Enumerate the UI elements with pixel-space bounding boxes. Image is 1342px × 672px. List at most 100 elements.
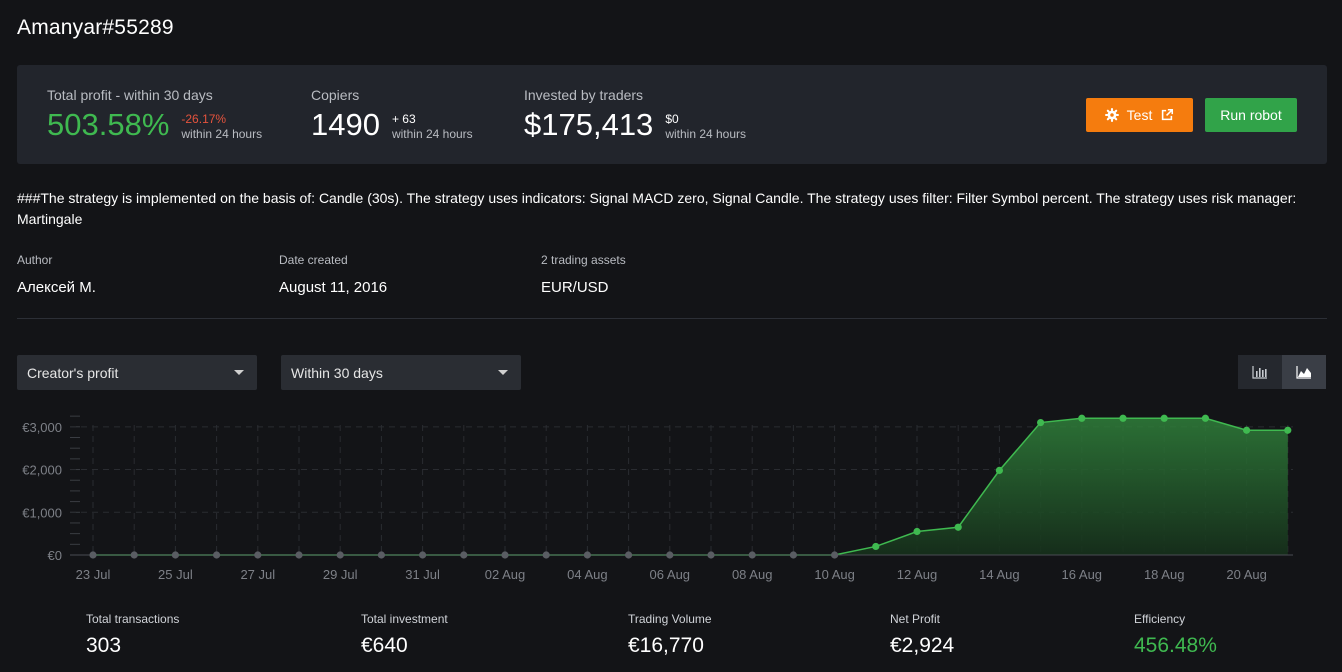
x-tick-label: 23 Jul — [76, 567, 111, 582]
stat-label: Total profit - within 30 days — [47, 87, 213, 103]
stats-panel: Total profit - within 30 days 503.58% -2… — [17, 65, 1327, 164]
stat-delta: + 63 — [391, 112, 416, 126]
data-point — [336, 551, 344, 559]
data-point — [1243, 426, 1251, 434]
stat-total-profit: Total profit - within 30 days 503.58% -2… — [47, 87, 262, 144]
stat-delta: -26.17% — [181, 112, 227, 126]
x-tick-label: 06 Aug — [650, 567, 691, 582]
stat-delta-period: within 24 hours — [181, 127, 263, 141]
x-tick-label: 29 Jul — [323, 567, 358, 582]
data-point — [542, 551, 550, 559]
robot-title: Amanyar#55289 — [17, 16, 174, 39]
meta-author: Author Алексей М. — [17, 253, 96, 296]
kpi-value: €2,924 — [890, 634, 955, 657]
meta-label: 2 trading assets — [541, 253, 626, 267]
kpi-label: Efficiency — [1134, 612, 1186, 626]
metric-select[interactable]: Creator's profit — [17, 355, 257, 390]
x-tick-label: 10 Aug — [814, 567, 855, 582]
chevron-down-icon — [234, 370, 244, 375]
kpi-net-profit: Net Profit €2,924 — [890, 612, 954, 658]
meta-trading-assets: 2 trading assets EUR/USD — [541, 253, 626, 296]
x-tick-label: 08 Aug — [732, 567, 773, 582]
stat-copiers: Copiers 1490 + 63 within 24 hours — [311, 87, 473, 144]
meta-value: August 11, 2016 — [279, 279, 388, 296]
metric-select-value: Creator's profit — [27, 364, 119, 381]
x-tick-label: 27 Jul — [240, 567, 275, 582]
data-point — [831, 551, 839, 559]
stat-label: Copiers — [311, 87, 360, 103]
data-point — [213, 551, 221, 559]
test-button-label: Test — [1126, 107, 1153, 123]
area-chart-view-button[interactable] — [1282, 355, 1326, 389]
kpi-value: 303 — [86, 634, 122, 657]
data-point — [1078, 414, 1086, 422]
y-tick-label: €3,000 — [22, 420, 62, 435]
data-point — [501, 551, 509, 559]
data-point — [666, 551, 674, 559]
meta-value: Алексей М. — [17, 279, 96, 296]
data-point — [789, 551, 798, 559]
data-point — [254, 551, 262, 559]
data-point — [913, 527, 921, 536]
period-select[interactable]: Within 30 days — [281, 355, 521, 390]
divider — [17, 318, 1327, 319]
x-tick-label: 12 Aug — [897, 567, 938, 582]
x-tick-label: 25 Jul — [158, 567, 193, 582]
stat-delta-period: within 24 hours — [391, 127, 473, 141]
stat-value: 1490 — [311, 107, 380, 142]
strategy-description: ###The strategy is implemented on the ba… — [17, 190, 1297, 227]
gear-icon — [1104, 108, 1119, 122]
stat-label: Invested by traders — [524, 87, 644, 103]
data-point — [954, 523, 962, 531]
data-point — [89, 551, 97, 559]
data-point — [130, 551, 138, 559]
x-tick-label: 18 Aug — [1144, 567, 1185, 582]
external-link-icon — [1162, 108, 1174, 121]
series-area — [93, 418, 1288, 555]
data-point — [707, 551, 715, 559]
stat-delta-period: within 24 hours — [665, 127, 747, 141]
data-point — [171, 551, 179, 559]
meta-label: Date created — [279, 253, 348, 267]
data-point — [872, 542, 880, 551]
kpi-label: Trading Volume — [628, 612, 712, 626]
x-tick-label: 04 Aug — [567, 567, 608, 582]
meta-date-created: Date created August 11, 2016 — [279, 253, 387, 296]
chevron-down-icon — [498, 370, 508, 375]
chart-view-toggle — [1238, 355, 1326, 389]
data-point — [748, 551, 756, 559]
x-tick-label: 16 Aug — [1062, 567, 1103, 582]
data-point — [1160, 414, 1168, 422]
data-point — [460, 551, 468, 559]
data-point — [419, 551, 427, 559]
stat-delta: $0 — [665, 112, 679, 126]
data-point — [995, 466, 1004, 474]
data-point — [1119, 414, 1127, 422]
profit-chart: €0 €1,000 €2,000 €3,000 23 Jul 25 Jul 27 Jul 29… — [22, 414, 1293, 582]
data-point — [1284, 426, 1292, 434]
x-tick-label: 02 Aug — [485, 567, 526, 582]
bar-chart-icon — [1252, 366, 1267, 379]
y-tick-label: €2,000 — [22, 463, 62, 478]
kpi-trading-volume: Trading Volume €16,770 — [628, 612, 712, 658]
kpi-label: Total investment — [361, 612, 448, 626]
kpi-total-transactions: Total transactions 303 — [86, 612, 179, 658]
y-tick-label: €1,000 — [22, 505, 62, 520]
kpi-total-investment: Total investment €640 — [361, 612, 448, 658]
bar-chart-view-button[interactable] — [1238, 355, 1282, 389]
data-point — [583, 551, 592, 559]
data-point — [377, 551, 385, 559]
y-tick-label: €0 — [48, 548, 62, 563]
test-button[interactable]: Test — [1086, 98, 1193, 132]
x-tick-label: 20 Aug — [1226, 567, 1267, 582]
data-point — [295, 551, 303, 559]
meta-label: Author — [17, 253, 53, 267]
kpi-label: Total transactions — [86, 612, 180, 626]
data-point — [625, 551, 633, 559]
x-tick-label: 31 Jul — [405, 567, 440, 582]
stat-invested: Invested by traders $175,413 $0 within 2… — [524, 87, 746, 144]
kpi-efficiency: Efficiency 456.48% — [1134, 612, 1217, 658]
run-robot-button[interactable]: Run robot — [1205, 98, 1297, 132]
kpi-value: 456.48% — [1134, 634, 1217, 657]
area-chart-icon — [1296, 366, 1311, 379]
